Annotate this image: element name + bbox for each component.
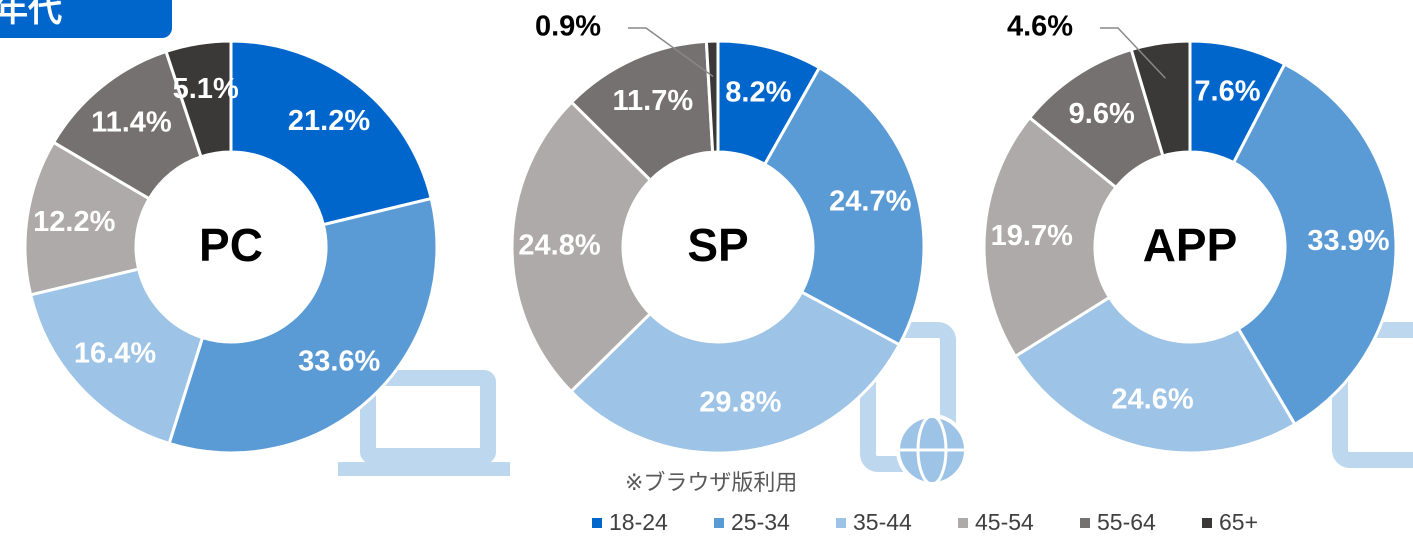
donut-slice (704, 39, 720, 154)
data-label: 0.9% (535, 11, 601, 43)
note: ※ブラウザ版利用 (625, 470, 797, 495)
data-label: 11.4% (91, 106, 172, 138)
legend-label: 25-34 (731, 509, 790, 535)
donut-slice (982, 115, 1119, 359)
data-label: 12.2% (33, 206, 115, 238)
legend-label: 55-64 (1097, 509, 1156, 535)
donut-slice (229, 39, 434, 227)
donut-slice (1129, 39, 1192, 158)
data-label: 29.8% (699, 387, 781, 419)
donut-slice (510, 100, 653, 394)
data-label: 19.7% (991, 220, 1073, 252)
legend-swatch (1202, 518, 1212, 528)
donut-slice (28, 267, 205, 446)
data-label: 4.6% (1007, 11, 1073, 43)
donut-slice (762, 65, 926, 347)
data-label: 16.4% (74, 338, 156, 370)
legend-swatch (1080, 518, 1090, 528)
data-label: 24.8% (518, 229, 600, 261)
globe-icon (896, 414, 968, 486)
data-label: 21.2% (288, 105, 370, 137)
data-label: 33.9% (1307, 225, 1389, 257)
donut-slice (1231, 62, 1398, 427)
leader-line (628, 27, 714, 78)
center-label: APP (1143, 219, 1238, 271)
legend-label: 65+ (1219, 509, 1258, 535)
donut-slice (164, 39, 233, 159)
legend-swatch (592, 518, 602, 528)
data-label: 24.6% (1111, 384, 1193, 416)
legend-swatch (836, 518, 846, 528)
center-label: PC (199, 219, 263, 271)
data-label: 7.6% (1194, 76, 1260, 108)
header-box (0, 0, 172, 38)
data-label: 9.6% (1069, 98, 1135, 130)
donut-slice (568, 290, 902, 455)
data-label: 5.1% (173, 73, 239, 105)
legend-swatch (958, 518, 968, 528)
data-label: 24.7% (829, 186, 911, 218)
data-label: 11.7% (613, 85, 694, 117)
donut-slice (1013, 295, 1297, 455)
data-label: 33.6% (298, 345, 380, 377)
center-label: SP (687, 219, 748, 271)
legend-label: 45-54 (975, 509, 1034, 535)
donut-slice (167, 196, 439, 455)
data-label: 8.2% (725, 76, 791, 108)
header-title: 年代 (0, 0, 62, 29)
legend-label: 35-44 (853, 509, 912, 535)
legend-swatch (714, 518, 724, 528)
leader-line (1100, 27, 1166, 79)
legend-label: 18-24 (609, 509, 668, 535)
